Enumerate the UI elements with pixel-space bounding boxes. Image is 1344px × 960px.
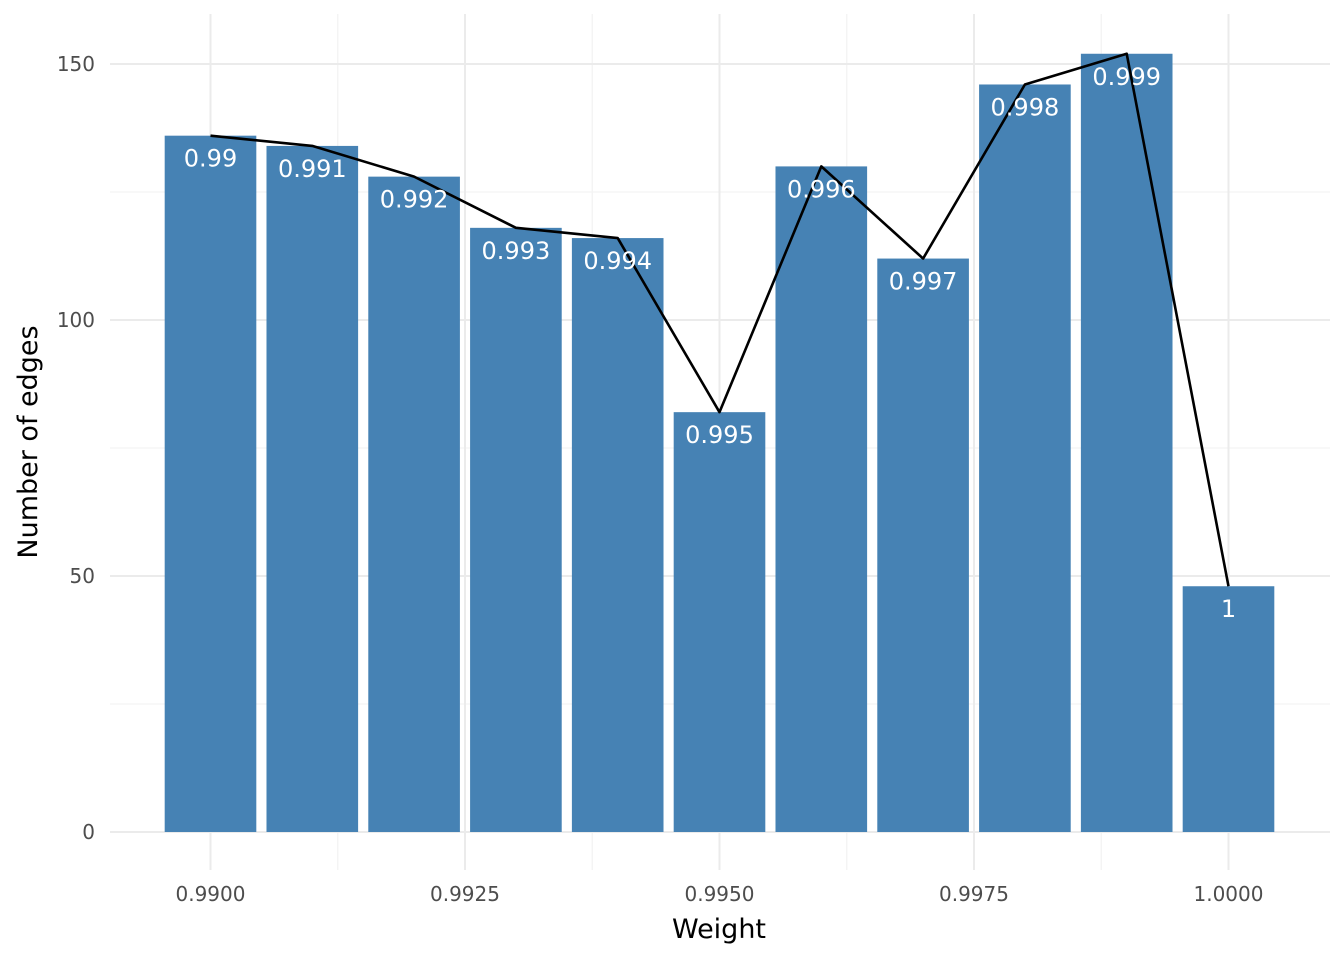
bar <box>266 145 359 833</box>
bar <box>571 238 664 832</box>
bar-value-label: 0.999 <box>1092 63 1161 91</box>
y-axis-ticks: 0 50 100 150 <box>57 52 95 844</box>
x-tick-label: 1.0000 <box>1194 882 1264 906</box>
bar-value-label: 0.992 <box>380 186 449 214</box>
x-axis-title: Weight <box>672 914 766 945</box>
y-tick-label: 100 <box>57 308 95 332</box>
bar <box>673 412 766 832</box>
y-axis-title: Number of edges <box>13 325 44 558</box>
bars <box>164 53 1275 833</box>
trend-line-group <box>210 52 1230 587</box>
bar-value-label: 0.995 <box>685 421 754 449</box>
bar <box>775 166 868 832</box>
x-tick-label: 0.9950 <box>685 882 755 906</box>
x-tick-label: 0.9900 <box>176 882 246 906</box>
bar <box>877 258 969 832</box>
bar-value-label: 0.997 <box>889 268 958 296</box>
trend-line <box>210 52 1230 587</box>
bar <box>164 135 257 832</box>
x-tick-label: 0.9975 <box>939 882 1009 906</box>
bar-value-label: 0.996 <box>787 175 856 203</box>
y-tick-label: 50 <box>70 564 95 588</box>
x-axis-ticks: 0.9900 0.9925 0.9950 0.9975 1.0000 <box>176 882 1264 906</box>
bar <box>1080 53 1173 832</box>
bar <box>979 84 1071 833</box>
bar-value-label: 1 <box>1221 595 1236 623</box>
bar <box>368 176 460 832</box>
y-tick-label: 150 <box>57 52 95 76</box>
bar <box>1182 586 1275 832</box>
bar-value-label: 0.998 <box>991 93 1060 121</box>
bar-value-label: 0.991 <box>278 155 347 183</box>
bar-value-label: 0.994 <box>583 247 652 275</box>
bar <box>470 227 562 833</box>
bar-value-label: 0.99 <box>184 145 237 173</box>
y-tick-label: 0 <box>82 820 95 844</box>
bar-value-label: 0.993 <box>482 237 551 265</box>
bar-labels: 0.99 0.991 0.992 0.993 0.994 0.995 0.996 0.997 0… <box>184 63 1236 623</box>
x-tick-label: 0.9925 <box>430 882 500 906</box>
